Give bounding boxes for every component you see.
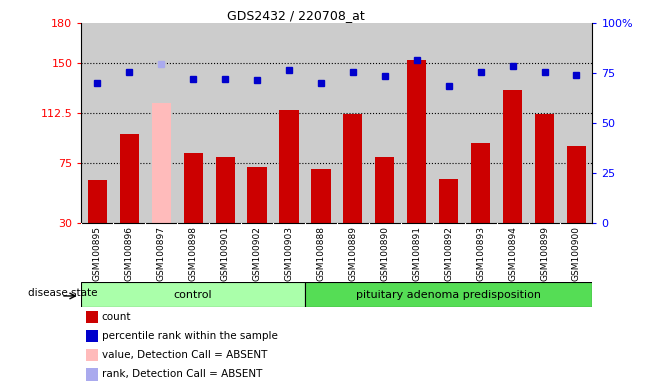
Text: GSM100898: GSM100898 bbox=[189, 226, 198, 281]
Text: GSM100893: GSM100893 bbox=[476, 226, 485, 281]
Text: percentile rank within the sample: percentile rank within the sample bbox=[102, 331, 278, 341]
Bar bbox=[152, 103, 171, 223]
Text: GSM100896: GSM100896 bbox=[125, 226, 134, 281]
Bar bbox=[87, 368, 98, 381]
Title: GDS2432 / 220708_at: GDS2432 / 220708_at bbox=[227, 9, 365, 22]
Bar bbox=[87, 330, 98, 342]
Text: disease state: disease state bbox=[29, 288, 98, 298]
Text: GSM100890: GSM100890 bbox=[380, 226, 389, 281]
Bar bbox=[343, 114, 363, 223]
Text: pituitary adenoma predisposition: pituitary adenoma predisposition bbox=[356, 290, 541, 300]
Text: GSM100894: GSM100894 bbox=[508, 226, 517, 281]
Text: GSM100900: GSM100900 bbox=[572, 226, 581, 281]
Bar bbox=[407, 60, 426, 223]
Text: count: count bbox=[102, 312, 132, 322]
Text: GSM100895: GSM100895 bbox=[93, 226, 102, 281]
Bar bbox=[471, 143, 490, 223]
Text: GSM100897: GSM100897 bbox=[157, 226, 166, 281]
Text: value, Detection Call = ABSENT: value, Detection Call = ABSENT bbox=[102, 350, 267, 360]
Bar bbox=[88, 180, 107, 223]
Bar bbox=[439, 179, 458, 223]
Bar bbox=[87, 311, 98, 323]
Text: GSM100892: GSM100892 bbox=[444, 226, 453, 281]
Text: GSM100901: GSM100901 bbox=[221, 226, 230, 281]
Text: GSM100891: GSM100891 bbox=[412, 226, 421, 281]
Bar bbox=[503, 89, 522, 223]
Bar bbox=[567, 146, 586, 223]
Text: GSM100899: GSM100899 bbox=[540, 226, 549, 281]
Bar bbox=[120, 134, 139, 223]
Bar bbox=[215, 157, 234, 223]
Bar bbox=[375, 157, 395, 223]
Bar bbox=[81, 282, 305, 307]
Text: GSM100888: GSM100888 bbox=[316, 226, 326, 281]
Text: GSM100902: GSM100902 bbox=[253, 226, 262, 281]
Bar bbox=[311, 169, 331, 223]
Text: GSM100903: GSM100903 bbox=[284, 226, 294, 281]
Text: rank, Detection Call = ABSENT: rank, Detection Call = ABSENT bbox=[102, 369, 262, 379]
Text: GSM100889: GSM100889 bbox=[348, 226, 357, 281]
Bar bbox=[305, 282, 592, 307]
Bar bbox=[247, 167, 267, 223]
Bar bbox=[87, 349, 98, 361]
Bar bbox=[535, 114, 554, 223]
Bar bbox=[279, 109, 299, 223]
Text: control: control bbox=[174, 290, 212, 300]
Bar bbox=[184, 154, 202, 223]
